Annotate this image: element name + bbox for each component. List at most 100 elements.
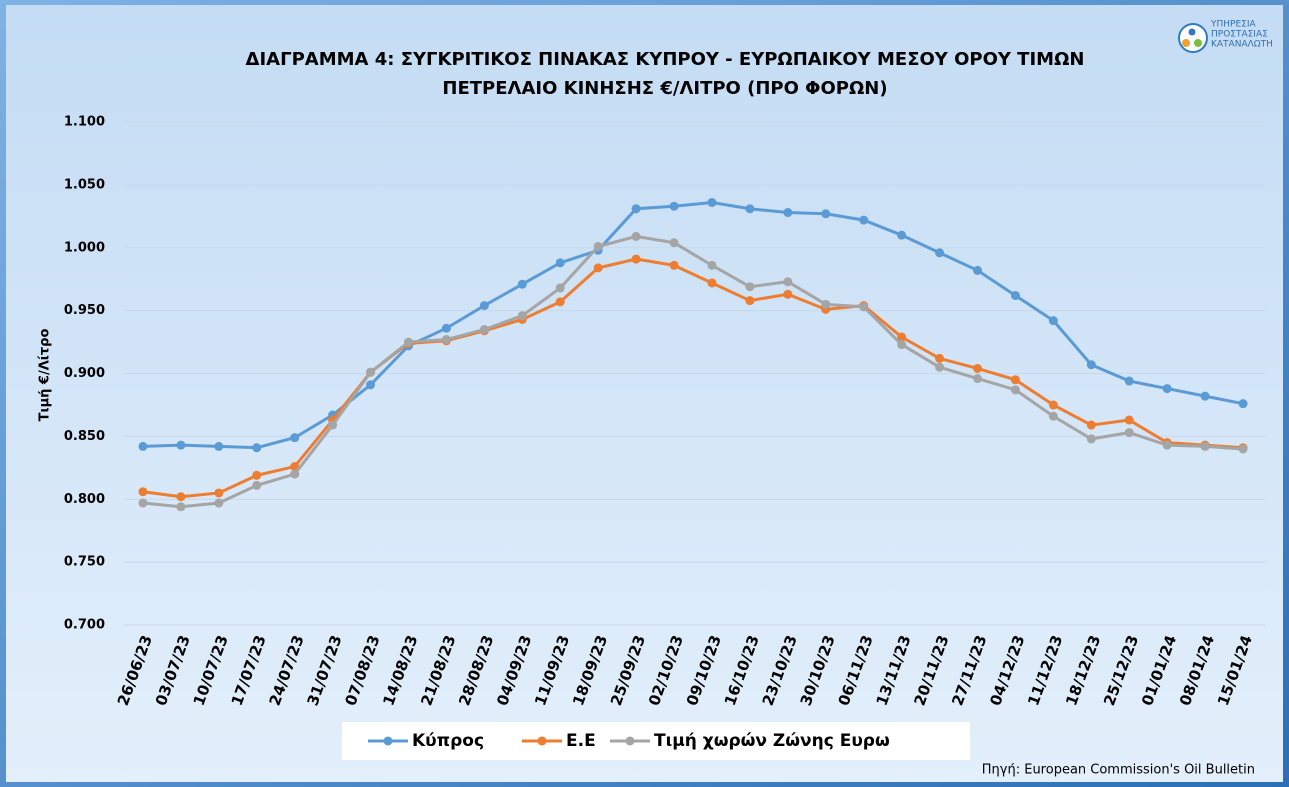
data-point — [328, 420, 338, 430]
y-tick-label: 0.700 — [64, 618, 105, 633]
data-point — [290, 469, 300, 479]
data-point — [441, 335, 451, 345]
data-point — [935, 248, 945, 258]
y-tick-label: 1.100 — [64, 115, 105, 130]
data-point — [1086, 420, 1096, 430]
data-point — [1238, 444, 1248, 454]
data-point — [366, 367, 376, 377]
data-point — [214, 498, 224, 508]
data-point — [555, 258, 565, 268]
data-point — [176, 440, 186, 450]
data-point — [745, 296, 755, 306]
data-point — [138, 498, 148, 508]
data-point — [517, 311, 527, 321]
data-point — [1162, 384, 1172, 394]
logo-text: ΥΠΗΡΕΣΙΑ — [1210, 20, 1256, 30]
logo-dot — [1194, 39, 1202, 47]
data-point — [1238, 399, 1248, 409]
data-point — [973, 363, 982, 373]
data-point — [138, 441, 148, 451]
y-tick-label: 0.850 — [64, 429, 105, 444]
logo-dot — [1182, 39, 1190, 47]
data-point — [707, 197, 717, 207]
data-point — [555, 297, 565, 307]
data-point — [897, 340, 907, 350]
data-point — [783, 277, 793, 287]
series-line — [142, 257, 1244, 499]
y-tick-label: 1.000 — [64, 240, 105, 255]
data-point — [1010, 385, 1020, 395]
data-point — [669, 201, 679, 211]
data-point — [745, 204, 755, 214]
data-point — [783, 289, 793, 299]
data-point — [176, 492, 186, 502]
data-point — [593, 241, 603, 251]
data-point — [935, 362, 945, 372]
data-point — [783, 208, 793, 218]
source: Πηγή: European Commission's Oil Bulletin — [982, 763, 1255, 778]
data-point — [973, 265, 982, 275]
logo-text: ΚΑΤΑΝΑΛΩΤΗ — [1211, 40, 1273, 50]
data-point — [707, 260, 717, 270]
data-point — [479, 301, 489, 311]
y-tick-label: 0.950 — [64, 303, 105, 318]
y-tick-label: 1.050 — [64, 177, 105, 192]
data-point — [252, 480, 262, 490]
data-point — [1200, 441, 1210, 451]
legend-label: Κύπρος — [412, 731, 484, 751]
data-point — [1086, 434, 1096, 444]
data-point — [897, 332, 907, 342]
data-point — [479, 324, 489, 334]
data-point — [935, 353, 945, 363]
data-point — [1200, 391, 1210, 401]
data-point — [404, 337, 413, 347]
data-point — [821, 299, 831, 309]
data-point — [1124, 428, 1134, 438]
data-point — [252, 443, 262, 453]
data-point — [669, 238, 679, 248]
data-point — [441, 323, 451, 333]
data-point — [138, 487, 148, 497]
logo: ΥΠΗΡΕΣΙΑ ΠΡΟΣΤΑΣΙΑΣ ΚΑΤΑΝΑΛΩΤΗ — [1178, 20, 1273, 53]
data-point — [1124, 415, 1134, 425]
data-point — [1010, 375, 1020, 385]
data-point — [176, 502, 186, 512]
background — [6, 5, 1283, 782]
data-point — [745, 282, 755, 292]
data-point — [1124, 376, 1134, 386]
series-line — [142, 234, 1244, 509]
data-point — [517, 279, 527, 289]
data-point — [1048, 316, 1058, 326]
data-point — [593, 263, 603, 273]
legend-label: Ε.Ε — [566, 731, 596, 751]
data-point — [555, 283, 565, 293]
chart-title: ΠΕΤΡΕΛΑΙΟ ΚΙΝΗΣΗΣ €/ΛΙΤΡΟ (ΠΡΟ ΦΟΡΩΝ) — [442, 78, 887, 99]
data-point — [366, 380, 376, 390]
data-point — [707, 278, 717, 288]
data-point — [631, 231, 641, 241]
data-point — [973, 374, 982, 384]
legend-marker — [537, 736, 547, 746]
logo-icon — [1178, 23, 1208, 53]
data-point — [631, 254, 641, 264]
logo-dot — [1188, 28, 1196, 36]
data-point — [859, 215, 869, 225]
y-tick-label: 0.800 — [64, 492, 105, 507]
data-point — [252, 470, 262, 480]
data-point — [214, 488, 224, 498]
logo-text: ΠΡΟΣΤΑΣΙΑΣ — [1211, 30, 1268, 40]
data-point — [821, 209, 831, 219]
legend — [342, 722, 970, 760]
y-tick-label: 0.900 — [64, 366, 105, 381]
legend-marker — [383, 736, 393, 746]
data-point — [1010, 291, 1020, 301]
data-point — [1086, 360, 1096, 370]
y-tick-label: 0.750 — [64, 555, 105, 570]
data-point — [1048, 400, 1058, 410]
legend-label: Τιμή χωρών Ζώνης Ευρω — [654, 731, 890, 751]
y-axis-label: Τιμή €/Λίτρο — [38, 329, 53, 422]
data-point — [631, 204, 641, 214]
data-point — [1048, 411, 1058, 421]
legend-marker — [625, 736, 635, 746]
